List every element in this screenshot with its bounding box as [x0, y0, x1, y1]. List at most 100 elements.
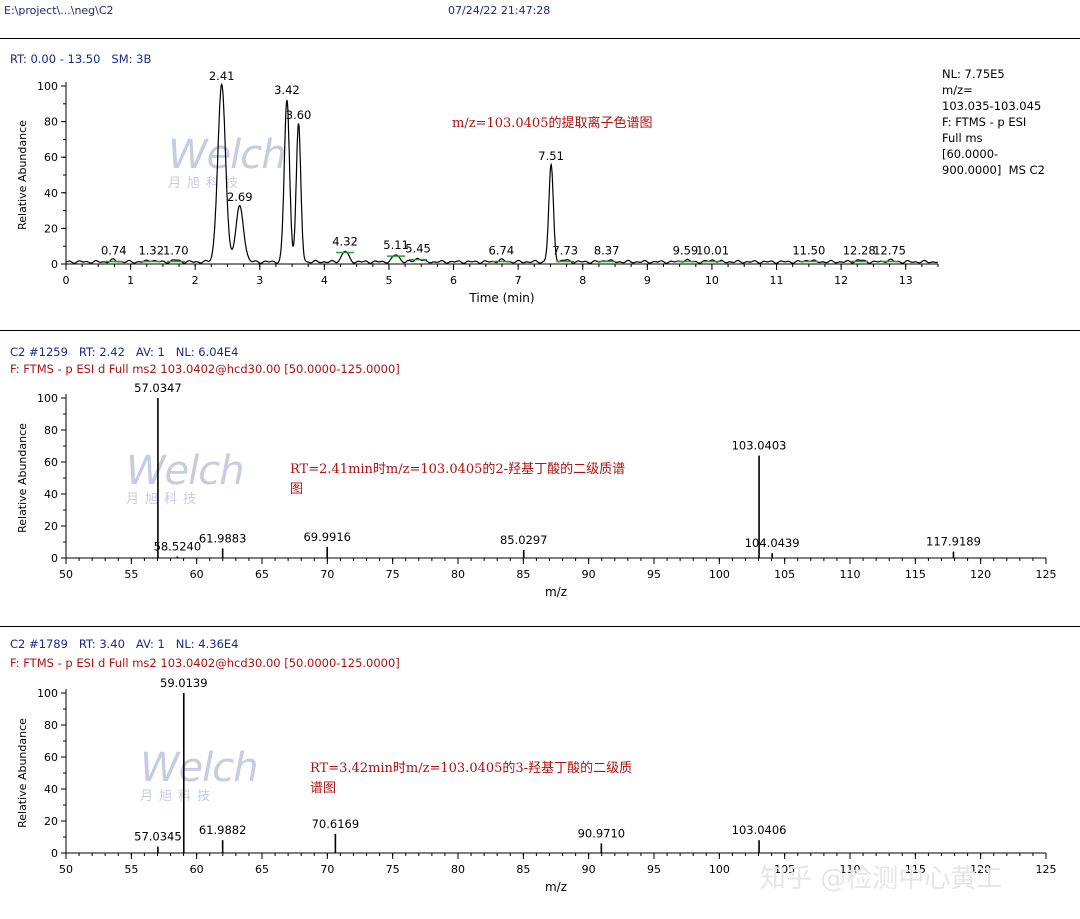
spectrum2-annotation-line1: RT=3.42min时m/z=103.0405的3-羟基丁酸的二级质 — [310, 761, 633, 776]
x-tick-label: 75 — [386, 863, 400, 876]
x-tick-label: 110 — [840, 863, 861, 876]
x-tick-label: 65 — [255, 568, 269, 581]
x-tick-label: 80 — [451, 863, 465, 876]
y-tick-label: 100 — [37, 687, 58, 700]
peak-label: 11.50 — [792, 243, 825, 257]
y-tick-label: 100 — [37, 80, 58, 93]
peak-label: 70.6169 — [312, 817, 360, 831]
x-tick-label: 125 — [1036, 863, 1057, 876]
peak-label: 12.28 — [843, 243, 876, 257]
x-tick-label: 3 — [256, 274, 263, 287]
peak-label: 2.69 — [227, 190, 253, 204]
x-tick-label: 12 — [834, 274, 848, 287]
nl-line: m/z= — [942, 83, 973, 97]
x-tick-label: 60 — [190, 863, 204, 876]
y-tick-label: 40 — [44, 488, 58, 501]
x-tick-label: 90 — [582, 863, 596, 876]
peak-label: 57.0347 — [134, 381, 182, 395]
y-tick-label: 60 — [44, 751, 58, 764]
x-tick-label: 11 — [770, 274, 784, 287]
x-tick-label: 115 — [905, 863, 926, 876]
y-tick-label: 60 — [44, 456, 58, 469]
x-tick-label: 50 — [59, 568, 73, 581]
zhihu-watermark: 知乎 @检测中心黄工 — [760, 864, 1003, 894]
spectrum1-annotation-line2: 图 — [290, 482, 304, 497]
x-tick-label: 2 — [192, 274, 199, 287]
peak-label: 9.59 — [673, 243, 699, 257]
peak-label: 90.9710 — [578, 826, 626, 840]
x-tick-label: 85 — [516, 568, 530, 581]
spectrum1-filter: F: FTMS - p ESI d Full ms2 103.0402@hcd3… — [10, 362, 400, 376]
peak-label: 1.32 — [138, 243, 164, 257]
x-tick-label: 110 — [840, 568, 861, 581]
peak-label: 117.9189 — [926, 535, 981, 549]
y-tick-label: 40 — [44, 783, 58, 796]
x-tick-label: 80 — [451, 568, 465, 581]
divider-2 — [0, 626, 1080, 627]
x-axis-label: m/z — [545, 585, 567, 599]
y-tick-label: 20 — [44, 815, 58, 828]
y-tick-label: 80 — [44, 116, 58, 129]
x-tick-label: 65 — [255, 863, 269, 876]
x-tick-label: 70 — [320, 863, 334, 876]
peak-label: 3.60 — [286, 108, 312, 122]
peak-label: 103.0403 — [732, 439, 787, 453]
datetime: 07/24/22 21:47:28 — [448, 4, 551, 17]
x-tick-label: 6 — [450, 274, 457, 287]
y-axis-label: Relative Abundance — [16, 423, 29, 533]
x-tick-label: 50 — [59, 863, 73, 876]
y-tick-label: 100 — [37, 392, 58, 405]
peak-label: 8.37 — [594, 243, 620, 257]
x-tick-label: 55 — [124, 863, 138, 876]
x-tick-label: 9 — [644, 274, 651, 287]
nl-line: [60.0000- — [942, 147, 999, 161]
nl-block: NL: 7.75E5 m/z= 103.035-103.045 F: FTMS … — [942, 66, 1045, 178]
y-tick-label: 80 — [44, 424, 58, 437]
peak-label: 103.0406 — [732, 823, 787, 837]
peak-label: 69.9916 — [303, 530, 351, 544]
x-axis-label: m/z — [545, 880, 567, 894]
x-tick-label: 8 — [579, 274, 586, 287]
peak-label: 7.51 — [538, 149, 564, 163]
divider-top — [0, 38, 1080, 39]
ms2-spectrum-2-hydroxybutyric: 0 20 40 60 80 100 50 55 60 65 70 75 80 85 90 95 100 105 11… — [16, 381, 1057, 599]
peak-label: 5.11 — [383, 238, 409, 252]
x-tick-label: 4 — [321, 274, 328, 287]
x-tick-label: 10 — [705, 274, 719, 287]
x-tick-label: 7 — [515, 274, 522, 287]
x-tick-label: 125 — [1036, 568, 1057, 581]
y-tick-label: 20 — [44, 222, 58, 235]
y-tick-label: 0 — [51, 847, 58, 860]
x-tick-label: 120 — [970, 863, 991, 876]
peak-label: 4.32 — [332, 235, 358, 249]
y-tick-label: 80 — [44, 719, 58, 732]
chromatogram-annotation: m/z=103.0405的提取离子色谱图 — [452, 116, 653, 131]
y-tick-label: 60 — [44, 151, 58, 164]
ms2-spectrum-3-hydroxybutyric: 0 20 40 60 80 100 50 55 60 65 70 75 80 85 90 95 100 105 11… — [16, 676, 1057, 894]
x-tick-label: 115 — [905, 568, 926, 581]
x-tick-label: 90 — [582, 568, 596, 581]
divider-1 — [0, 330, 1080, 331]
nl-line: Full ms — [942, 131, 983, 145]
spectrum2-annotation-line2: 谱图 — [310, 781, 337, 796]
peak-label: 2.41 — [209, 70, 235, 83]
nl-line: F: FTMS - p ESI — [942, 115, 1027, 129]
peak-label: 7.73 — [552, 243, 578, 257]
y-tick-label: 0 — [51, 258, 58, 271]
x-tick-label: 105 — [774, 568, 795, 581]
x-tick-label: 1 — [127, 274, 134, 287]
nl-line: 900.0000] MS C2 — [942, 163, 1045, 177]
x-tick-label: 70 — [320, 568, 334, 581]
peak-label: 0.74 — [101, 243, 127, 257]
x-tick-label: 85 — [516, 863, 530, 876]
x-tick-label: 120 — [970, 568, 991, 581]
peak-label: 57.0345 — [134, 830, 182, 844]
peak-label: 59.0139 — [160, 676, 208, 690]
spectrum2-filter: F: FTMS - p ESI d Full ms2 103.0402@hcd3… — [10, 656, 400, 670]
x-tick-label: 5 — [385, 274, 392, 287]
peak-label: 5.45 — [405, 242, 431, 256]
chromatogram-trace — [65, 82, 938, 264]
peak-label: 61.9883 — [199, 531, 247, 545]
nl-line: 103.035-103.045 — [942, 99, 1042, 113]
